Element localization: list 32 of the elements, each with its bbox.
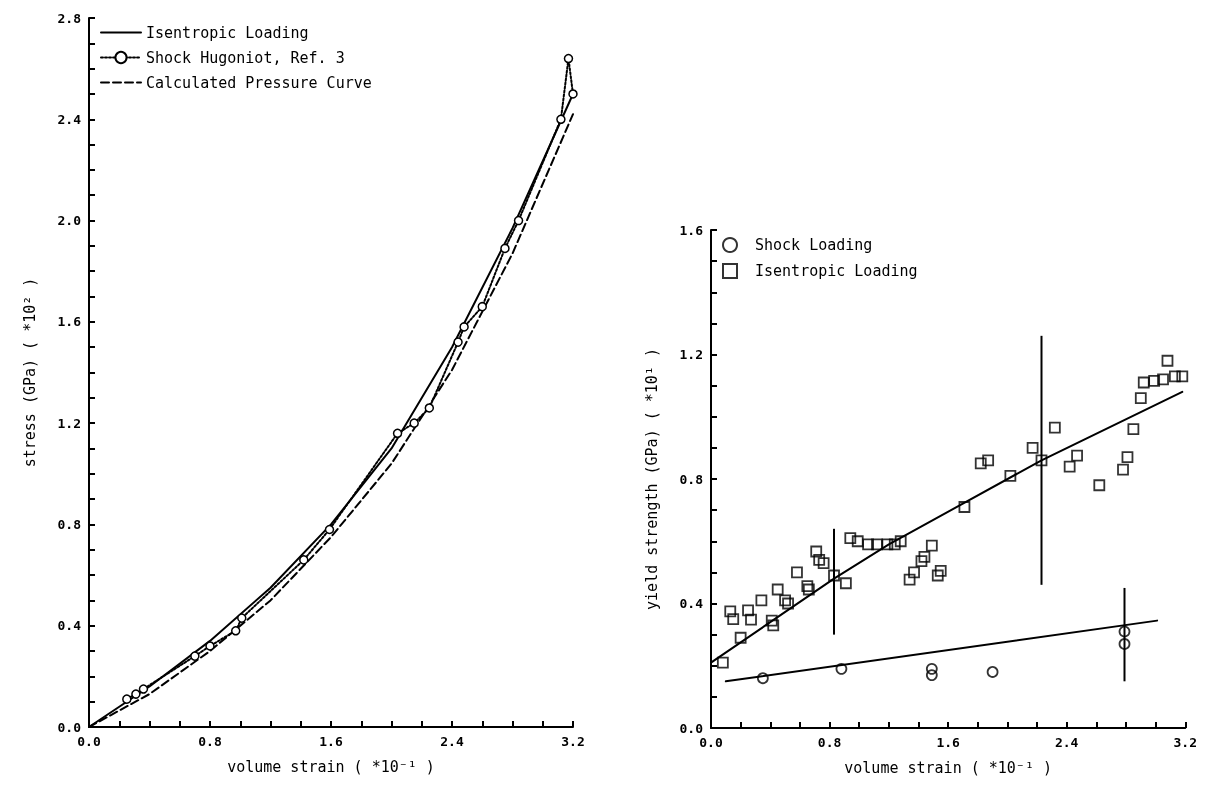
x-tick-label: 0.0	[699, 735, 723, 750]
x-axis-title: volume strain ( *10⁻¹ )	[844, 758, 1052, 777]
x-tick-label: 3.2	[561, 734, 585, 749]
y-tick-label: 2.4	[57, 111, 82, 127]
y-tick-label: 1.6	[57, 314, 82, 330]
y-tick-label: 1.2	[679, 347, 703, 362]
y-tick-label: 2.0	[57, 213, 82, 229]
legend-label: Isentropic Loading	[146, 23, 309, 42]
x-tick-label: 0.8	[817, 735, 842, 750]
x-tick-label: 2.4	[440, 734, 464, 749]
x-tick-label: 0.8	[198, 734, 222, 749]
legend-label: Shock Loading	[755, 236, 873, 254]
x-tick-label: 1.6	[936, 735, 961, 750]
y-tick-label: 1.6	[679, 222, 704, 238]
y-tick-label: 0.4	[57, 618, 82, 634]
legend-label: Calculated Pressure Curve	[146, 73, 372, 92]
x-axis-title: volume strain ( *10⁻¹ )	[227, 757, 435, 776]
y-axis-title: stress (GPa) ( *10² )	[20, 277, 39, 468]
x-tick-label: 0.0	[77, 734, 101, 749]
x-tick-label: 2.4	[1054, 735, 1079, 750]
y-tick-label: 0.8	[679, 471, 704, 487]
x-tick-label: 3.2	[1173, 735, 1197, 750]
y-tick-label: 0.0	[679, 720, 704, 736]
y-tick-label: 0.8	[57, 516, 82, 532]
legend-label: Isentropic Loading	[755, 262, 918, 280]
y-tick-label: 0.0	[57, 719, 82, 735]
y-tick-label: 1.2	[57, 415, 81, 431]
y-axis-title: yield strength (GPa) ( *10¹ )	[642, 348, 661, 610]
legend-label: Shock Hugoniot, Ref. 3	[146, 48, 345, 67]
x-tick-label: 1.6	[319, 734, 343, 749]
y-tick-label: 0.4	[679, 596, 704, 611]
y-tick-label: 2.8	[57, 10, 82, 26]
